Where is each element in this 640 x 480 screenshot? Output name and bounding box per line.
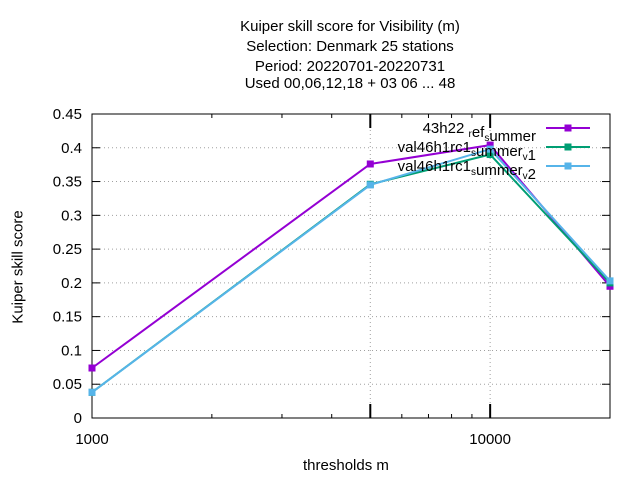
series-line-3 [91, 147, 611, 394]
legend-swatch-point-3 [564, 162, 572, 170]
legend-label-series-3: val46h1rc1summerv2 [398, 158, 536, 183]
y-tick-label: 0.25 [53, 241, 82, 258]
title-line-3: Period: 20220701-20220731 [254, 58, 446, 75]
title-line-4: Used 00,06,12,18 + 03 06 ... 48 [244, 75, 456, 92]
y-tick-label: 0.35 [53, 174, 82, 191]
data-point-series-3 [486, 145, 494, 153]
data-point-series-1 [486, 141, 494, 149]
data-point-series-3 [606, 277, 614, 285]
title-line-1: Kuiper skill score for Visibility (m) [240, 18, 460, 35]
data-point-series-3 [366, 181, 374, 189]
legend-swatch-point-1 [564, 124, 572, 132]
y-tick-label: 0.45 [53, 106, 82, 123]
legend-label-series-2: val46h1rc1summerv1 [398, 139, 536, 164]
plot-frame [91, 113, 611, 419]
data-point-series-3 [88, 388, 96, 396]
data-point-series-2 [486, 151, 494, 159]
data-point-series-1 [88, 364, 96, 372]
y-tick-label: 0.2 [61, 275, 82, 292]
title-line-2: Selection: Denmark 25 stations [246, 38, 454, 55]
data-point-series-1 [366, 160, 374, 168]
series-line-2 [91, 153, 611, 394]
y-tick-label: 0.3 [61, 207, 82, 224]
y-tick-label: 0.4 [61, 140, 82, 157]
y-tick-label: 0 [74, 410, 82, 427]
y-tick-label: 0.15 [53, 309, 82, 326]
x-tick-label: 1000 [75, 431, 108, 448]
y-tick-label: 0.1 [61, 342, 82, 359]
y-tick-label: 0.05 [53, 376, 82, 393]
x-tick-label: 10000 [469, 431, 511, 448]
y-axis-label: Kuiper skill score [9, 210, 27, 324]
x-axis-label: thresholds m [303, 457, 389, 474]
legend-label-series-1: 43h22 refsummer [423, 120, 536, 145]
legend-swatch-point-2 [564, 143, 572, 151]
